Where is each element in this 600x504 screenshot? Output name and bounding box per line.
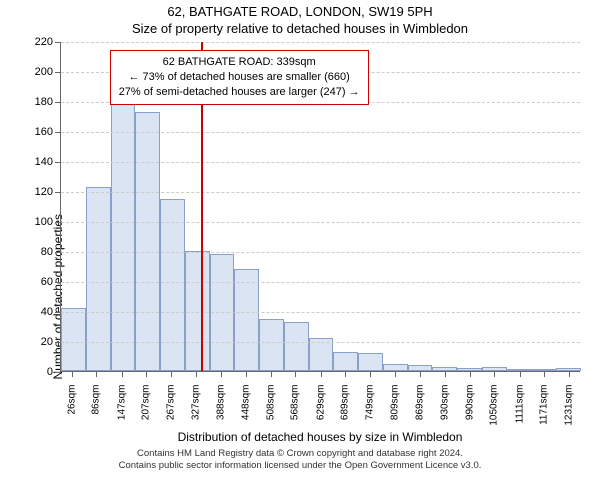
grid-line <box>61 162 580 163</box>
y-tick-label: 60 <box>41 276 61 288</box>
annotation-line: 62 BATHGATE ROAD: 339sqm <box>119 55 360 70</box>
x-tick-label: 1171sqm <box>539 377 550 425</box>
histogram-bar <box>234 269 259 371</box>
y-tick-label: 40 <box>41 306 61 318</box>
grid-line <box>61 252 580 253</box>
footer-line-1: Contains HM Land Registry data © Crown c… <box>0 448 600 460</box>
grid-line <box>61 342 580 343</box>
y-tick-label: 220 <box>35 36 61 48</box>
x-axis-label: Distribution of detached houses by size … <box>60 430 580 444</box>
x-tick-label: 1231sqm <box>564 377 575 426</box>
x-tick-label: 990sqm <box>464 377 475 421</box>
y-tick-label: 80 <box>41 246 61 258</box>
footer: Contains HM Land Registry data © Crown c… <box>0 448 600 473</box>
x-tick-label: 809sqm <box>389 377 400 421</box>
x-tick-label: 147sqm <box>116 377 127 421</box>
annotation-line: ← 73% of detached houses are smaller (66… <box>119 70 360 85</box>
chart-subtitle: Size of property relative to detached ho… <box>0 21 600 36</box>
x-tick-label: 207sqm <box>141 377 152 421</box>
histogram-bar <box>111 92 136 371</box>
plot-container: Number of detached properties 0204060801… <box>60 42 580 372</box>
x-tick-label: 930sqm <box>439 377 450 421</box>
histogram-bar <box>61 308 86 371</box>
x-tick-label: 1111sqm <box>514 377 525 424</box>
x-tick-label: 629sqm <box>315 377 326 421</box>
histogram-bar <box>333 352 358 372</box>
x-tick-label: 388sqm <box>216 377 227 421</box>
y-tick-label: 140 <box>35 156 61 168</box>
x-tick-label: 26sqm <box>66 377 77 415</box>
grid-line <box>61 222 580 223</box>
histogram-bar <box>160 199 185 372</box>
y-tick-label: 0 <box>47 366 61 378</box>
chart-title: 62, BATHGATE ROAD, LONDON, SW19 5PH <box>0 4 600 19</box>
grid-line <box>61 132 580 133</box>
x-tick-label: 508sqm <box>265 377 276 421</box>
x-tick-label: 448sqm <box>240 377 251 421</box>
chart-container: Number of detached properties 0204060801… <box>8 42 592 444</box>
x-tick-label: 689sqm <box>340 377 351 421</box>
histogram-bar <box>358 353 383 371</box>
x-tick-label: 869sqm <box>414 377 425 421</box>
y-tick-label: 120 <box>35 186 61 198</box>
histogram-bar <box>86 187 111 372</box>
grid-line <box>61 282 580 283</box>
grid-line <box>61 192 580 193</box>
x-tick-label: 86sqm <box>91 377 102 415</box>
x-tick-label: 568sqm <box>290 377 301 421</box>
histogram-bar <box>383 364 408 372</box>
x-tick-label: 1050sqm <box>489 377 500 426</box>
histogram-bar <box>135 112 160 372</box>
annotation-box: 62 BATHGATE ROAD: 339sqm← 73% of detache… <box>110 50 369 105</box>
grid-line <box>61 42 580 43</box>
histogram-bar <box>259 319 284 372</box>
plot-area: 02040608010012014016018020022026sqm86sqm… <box>60 42 580 372</box>
x-tick-label: 749sqm <box>365 377 376 421</box>
y-tick-label: 100 <box>35 216 61 228</box>
x-tick-label: 267sqm <box>166 377 177 421</box>
grid-line <box>61 312 580 313</box>
y-tick-label: 200 <box>35 66 61 78</box>
x-tick-label: 327sqm <box>190 377 201 421</box>
histogram-bar <box>185 251 210 371</box>
footer-line-2: Contains public sector information licen… <box>0 460 600 472</box>
y-tick-label: 160 <box>35 126 61 138</box>
histogram-bar <box>284 322 309 372</box>
annotation-line: 27% of semi-detached houses are larger (… <box>119 85 360 100</box>
y-tick-label: 20 <box>41 336 61 348</box>
y-tick-label: 180 <box>35 96 61 108</box>
